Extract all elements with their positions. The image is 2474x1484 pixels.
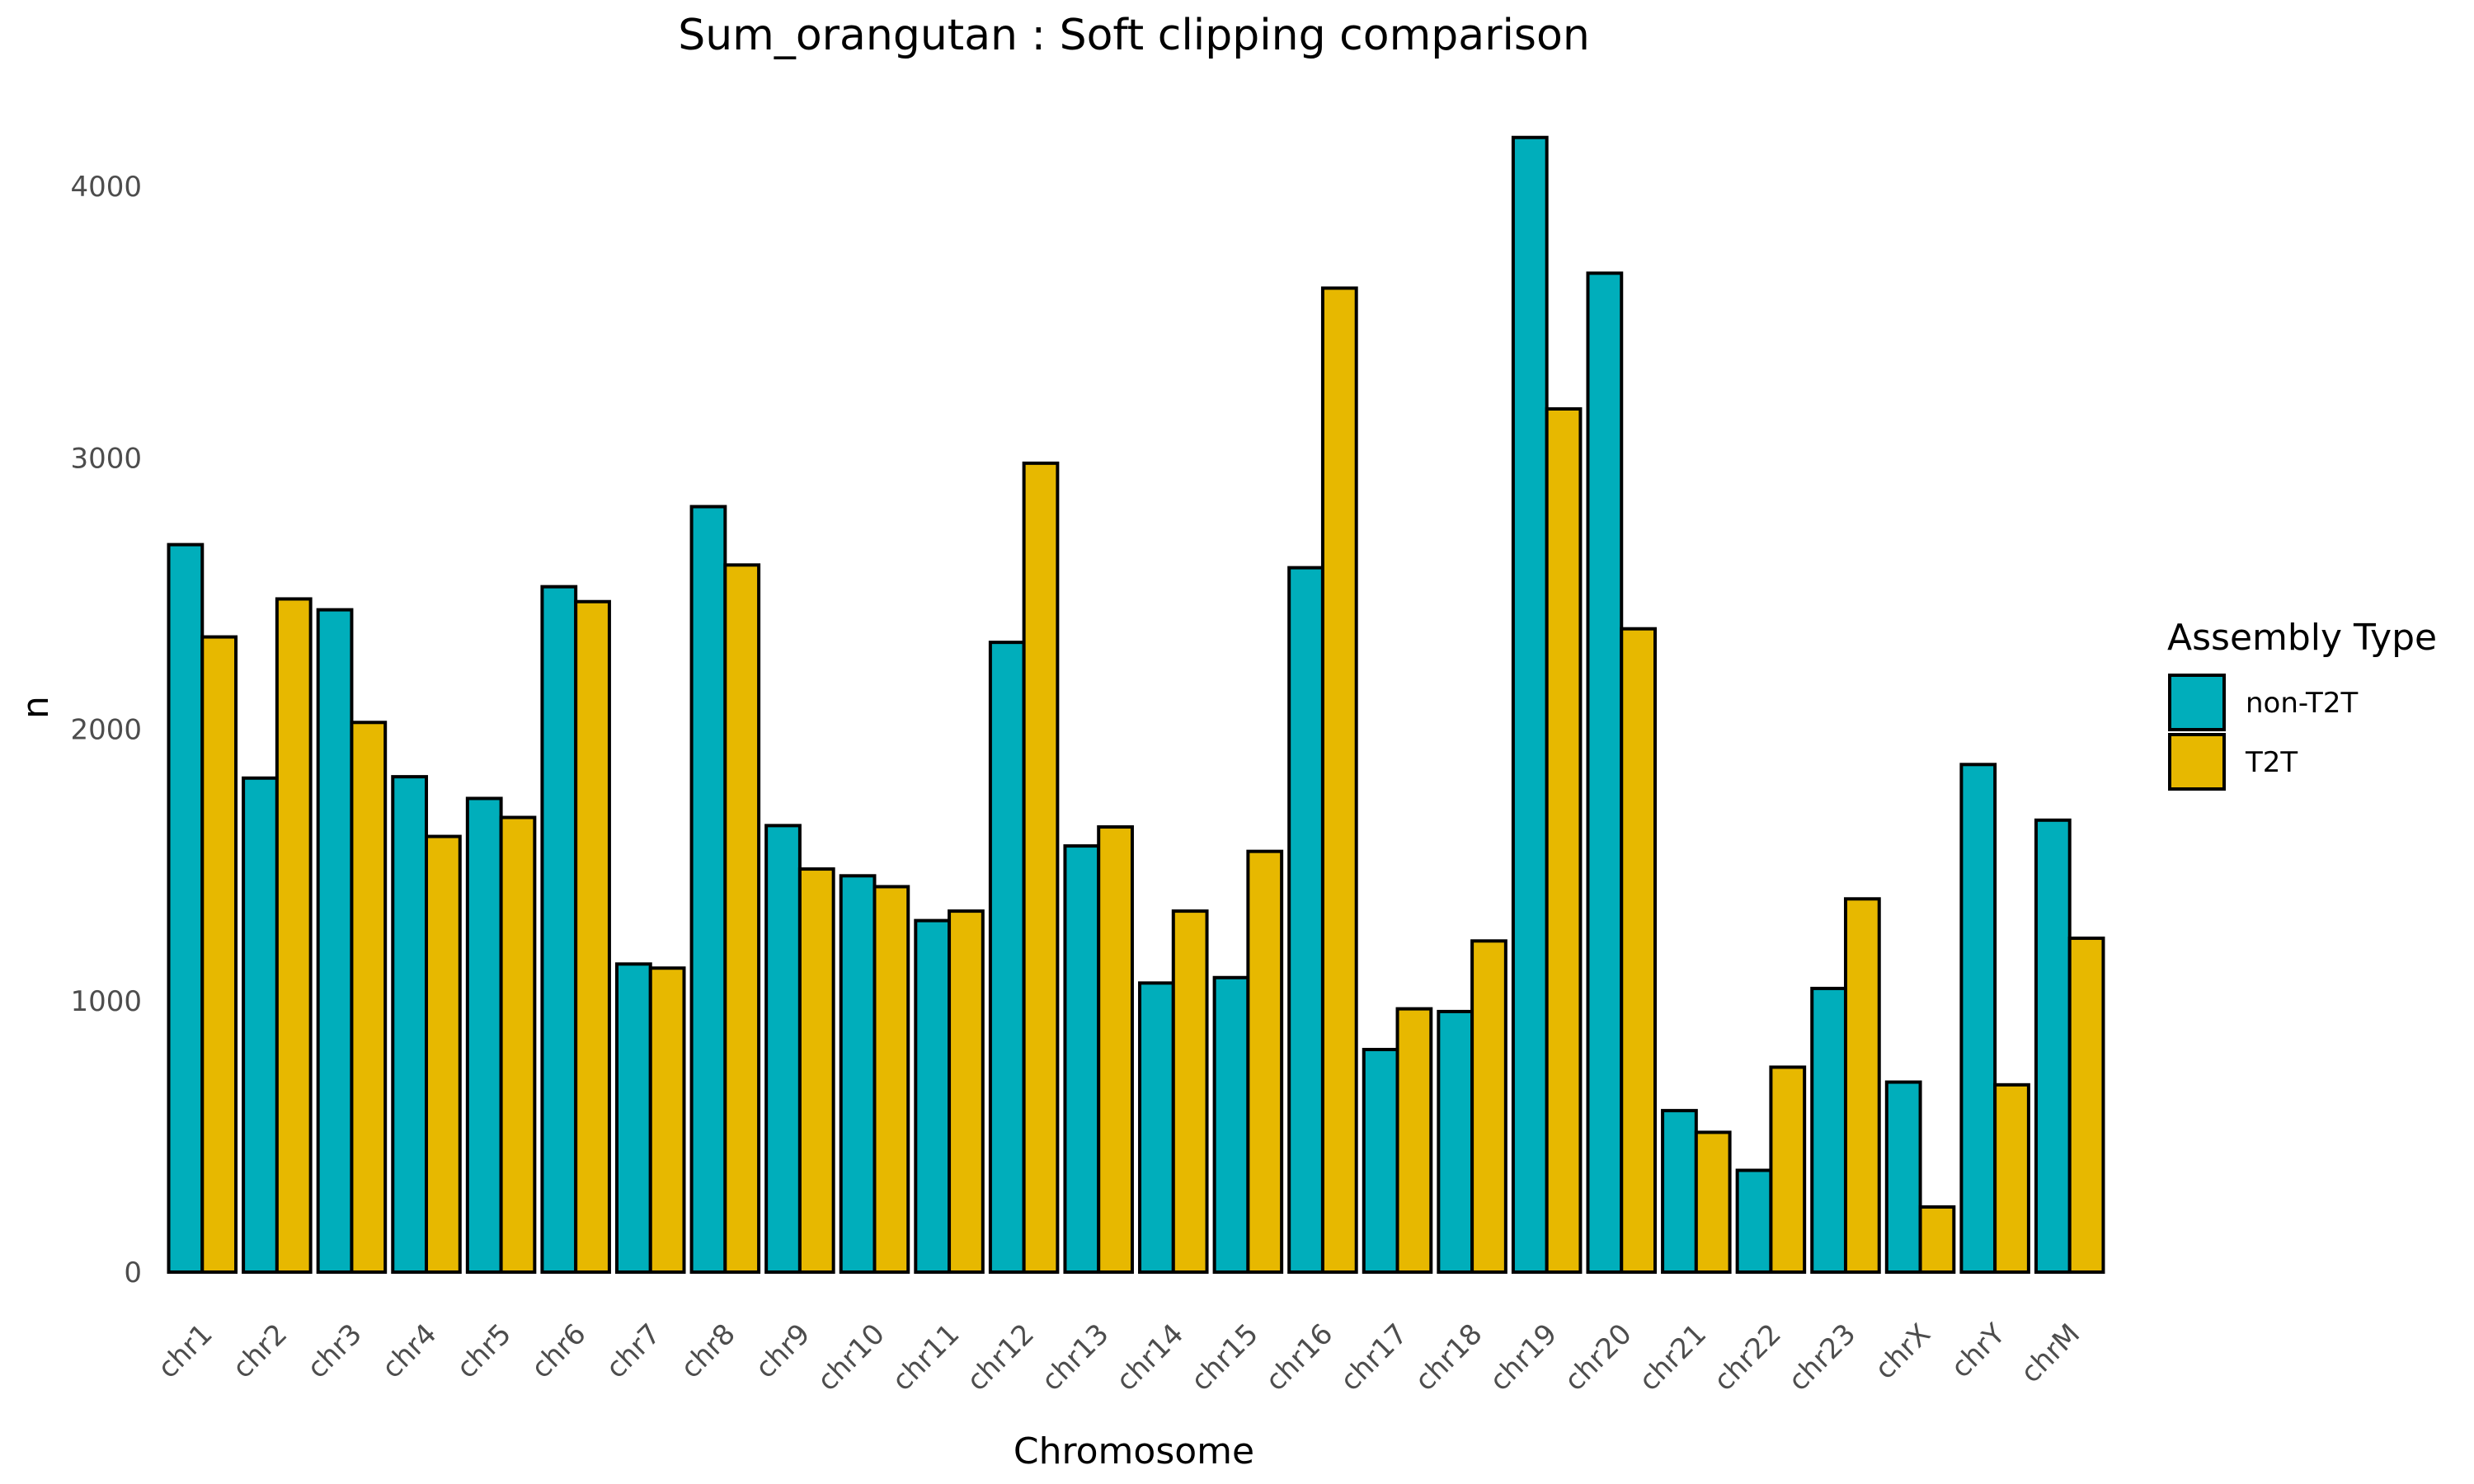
bar-chrM-non-t2t (2034, 818, 2072, 1274)
bar-chr14-t2t (1171, 909, 1209, 1274)
bar-chrX-non-t2t (1884, 1080, 1922, 1275)
bar-chr22-non-t2t (1735, 1168, 1773, 1275)
bar-chr5-non-t2t (465, 796, 503, 1274)
bar-chr2-non-t2t (242, 776, 279, 1274)
bar-chrY-t2t (1993, 1082, 2030, 1274)
bar-chr19-t2t (1545, 406, 1583, 1274)
bar-chr13-t2t (1097, 825, 1134, 1274)
y-tick-label: 0 (124, 1256, 142, 1289)
bar-chr15-non-t2t (1212, 975, 1250, 1274)
bar-chr23-non-t2t (1810, 986, 1847, 1275)
bar-chr11-t2t (948, 909, 985, 1274)
bar-chr22-t2t (1769, 1065, 1807, 1275)
x-tick-label-chr18: chr18 (1409, 1317, 1489, 1397)
bar-chr21-t2t (1694, 1130, 1732, 1274)
x-tick-label-chr1: chr1 (152, 1317, 219, 1385)
x-tick-label-chr21: chr21 (1633, 1317, 1713, 1397)
bar-chr16-non-t2t (1287, 566, 1324, 1274)
bars-group (167, 135, 2105, 1275)
x-tick-label-chrX: chrX (1869, 1317, 1937, 1386)
bar-chrY-non-t2t (1959, 763, 1997, 1274)
bar-chr18-t2t (1470, 939, 1507, 1274)
x-tick-label-chr3: chr3 (301, 1317, 369, 1385)
x-axis-title: Chromosome (1014, 1430, 1254, 1472)
x-tick-label-chr2: chr2 (226, 1317, 294, 1385)
x-tick-label-chr8: chr8 (675, 1317, 742, 1385)
x-tick-label-chr5: chr5 (450, 1317, 518, 1385)
bar-chr3-non-t2t (316, 608, 354, 1274)
legend-label-t2t: T2T (2245, 746, 2298, 779)
bar-chr18-non-t2t (1437, 1009, 1475, 1275)
x-tick-label-chr17: chr17 (1334, 1317, 1414, 1397)
bar-chr10-non-t2t (839, 874, 877, 1275)
bar-chr1-non-t2t (167, 542, 205, 1274)
bar-chr4-t2t (425, 834, 462, 1274)
x-tick-label-chrY: chrY (1945, 1317, 2011, 1384)
bar-chr7-t2t (648, 966, 686, 1274)
bar-chr4-non-t2t (391, 775, 429, 1274)
bar-chr12-t2t (1022, 461, 1060, 1274)
y-axis-title: n (15, 696, 57, 719)
x-tick-label-chr22: chr22 (1708, 1317, 1788, 1397)
bar-chr17-t2t (1395, 1007, 1433, 1274)
x-tick-label-chr13: chr13 (1035, 1317, 1115, 1397)
x-tick-label-chr14: chr14 (1110, 1317, 1190, 1397)
x-tick-label-chr15: chr15 (1185, 1317, 1265, 1397)
legend-key-non-t2t (2168, 674, 2226, 731)
bar-chrM-t2t (2067, 937, 2105, 1275)
bar-chr3-t2t (350, 721, 388, 1274)
x-tick-label-chr10: chr10 (811, 1317, 891, 1397)
bar-chr9-non-t2t (764, 824, 802, 1274)
legend-title: Assembly Type (2167, 617, 2437, 659)
x-tick-label-chr16: chr16 (1259, 1317, 1339, 1397)
x-tick-label-chr4: chr4 (375, 1317, 443, 1385)
bar-chr5-t2t (499, 815, 537, 1274)
bar-chr1-t2t (200, 635, 238, 1274)
bar-chr2-t2t (275, 597, 313, 1274)
bar-chr8-non-t2t (689, 505, 727, 1274)
x-tick-label-chr11: chr11 (886, 1317, 966, 1397)
bar-chr6-non-t2t (540, 585, 578, 1274)
bar-chr14-non-t2t (1138, 981, 1175, 1274)
x-tick-label-chr23: chr23 (1782, 1317, 1862, 1397)
bar-chr19-non-t2t (1511, 135, 1549, 1275)
bar-chr11-non-t2t (914, 918, 952, 1274)
y-tick-label: 3000 (70, 442, 142, 475)
x-axis: chr1 chr2 chr3 chr4 chr5 chr6 chr7 chr8 chr9chr1… (152, 1317, 2086, 1397)
bar-chr20-non-t2t (1586, 271, 1624, 1274)
bar-chr9-t2t (797, 867, 835, 1275)
bar-chr6-t2t (574, 599, 611, 1274)
y-tick-label: 4000 (70, 171, 142, 204)
bar-chr17-non-t2t (1362, 1048, 1399, 1274)
bar-chr8-t2t (723, 563, 761, 1274)
bar-chr21-non-t2t (1661, 1109, 1698, 1274)
bar-chr12-non-t2t (988, 641, 1026, 1274)
bar-chr15-t2t (1246, 849, 1284, 1275)
x-tick-label-chr12: chr12 (961, 1317, 1041, 1397)
legend-key-t2t (2168, 733, 2226, 791)
legend: Assembly Type non-T2T T2T (2167, 617, 2437, 791)
y-tick-label: 1000 (70, 985, 142, 1018)
bar-chr13-non-t2t (1063, 844, 1101, 1274)
x-tick-label-chrM: chrM (2015, 1317, 2086, 1389)
bar-chrX-t2t (1918, 1205, 1956, 1274)
legend-label-non-t2t: non-T2T (2246, 687, 2358, 720)
bar-chr10-t2t (872, 885, 910, 1274)
y-axis: 0 1000 2000 3000 4000 (70, 171, 142, 1289)
x-tick-label-chr19: chr19 (1484, 1317, 1564, 1397)
bar-chr23-t2t (1843, 897, 1881, 1275)
bar-chr7-non-t2t (614, 962, 652, 1275)
bar-chr16-t2t (1320, 286, 1358, 1275)
x-tick-label-chr7: chr7 (600, 1317, 667, 1385)
bar-chr20-t2t (1620, 627, 1658, 1274)
x-tick-label-chr6: chr6 (525, 1317, 593, 1385)
x-tick-label-chr9: chr9 (749, 1317, 816, 1385)
chart-title: Sum_orangutan : Soft clipping comparison (678, 11, 1590, 60)
x-tick-label-chr20: chr20 (1558, 1317, 1638, 1397)
y-tick-label: 2000 (70, 714, 142, 747)
